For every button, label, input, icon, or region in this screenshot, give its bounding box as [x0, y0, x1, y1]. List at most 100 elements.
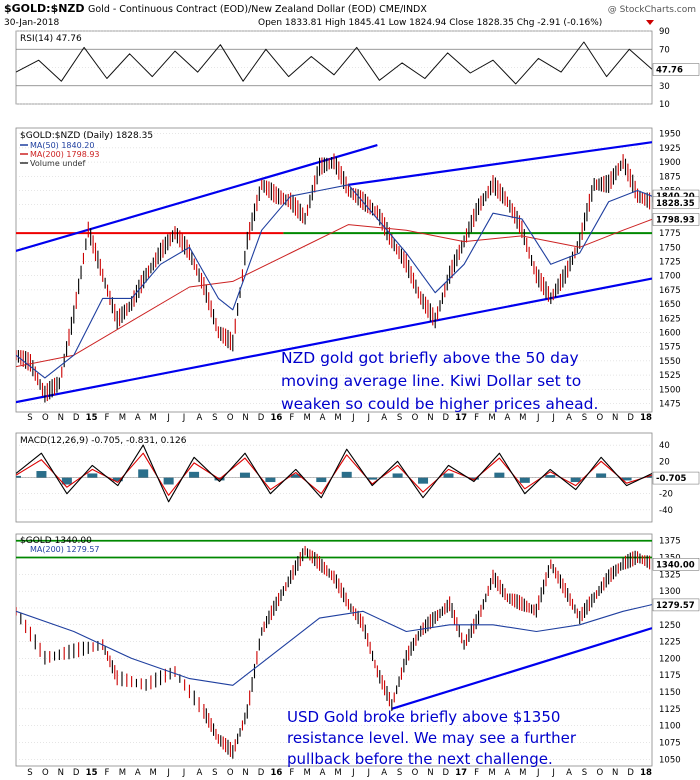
- x-tick-label: 17: [455, 413, 467, 423]
- x-tick-label: M: [150, 768, 157, 778]
- y-tick-label: 1925: [659, 144, 681, 154]
- macd-histogram-bar: [16, 475, 21, 478]
- annotation-text-gold: resistance level. We may see a further: [287, 729, 577, 747]
- x-tick-label: A: [381, 413, 387, 423]
- annotation-text-gold: pullback before the next challenge.: [287, 750, 553, 768]
- annotation-text-nzd: weaken so could be higher prices ahead.: [281, 395, 598, 413]
- macd-histogram-bar: [596, 473, 607, 478]
- x-tick-label: M: [519, 413, 526, 423]
- gold-plot: [16, 539, 652, 759]
- x-tick-label: J: [536, 768, 540, 778]
- down-arrow-icon: [646, 20, 654, 25]
- macd-plot: [16, 444, 652, 503]
- legend-entry: Volume undef: [30, 159, 85, 168]
- price-label: 47.76: [652, 63, 700, 76]
- x-tick-label: A: [320, 768, 326, 778]
- x-tick-label: 16: [270, 413, 282, 423]
- x-tick-label: M: [304, 768, 311, 778]
- y-tick-label: 1500: [659, 385, 681, 395]
- y-tick-label: 1175: [659, 671, 681, 681]
- y-tick-label: 1650: [659, 300, 681, 310]
- x-tick-label: A: [566, 768, 572, 778]
- price-label-box: [652, 196, 700, 210]
- nzd-title: $GOLD:$NZD (Daily) 1828.35: [20, 131, 153, 141]
- macd-histogram-bar: [494, 472, 505, 478]
- x-tick-label: J: [536, 413, 540, 423]
- ma50-line: [16, 184, 652, 379]
- y-tick-label: 1900: [659, 158, 681, 168]
- x-tick-label: N: [612, 413, 618, 423]
- macd-histogram-bar: [519, 477, 530, 483]
- price-label-box: [652, 63, 700, 76]
- y-tick-label: 1750: [659, 243, 681, 253]
- panel-frame: [15, 127, 653, 413]
- x-tick-label: D: [443, 768, 450, 778]
- macd-title: MACD(12,26,9) -0.705, -0.831, 0.126: [20, 436, 187, 446]
- macd-histogram-bar: [341, 471, 352, 478]
- x-tick-label: D: [258, 413, 265, 423]
- rsi-line: [16, 41, 652, 85]
- x-tick-label: 15: [86, 768, 98, 778]
- x-tick-label: N: [242, 768, 248, 778]
- y-tick-label: 1575: [659, 343, 681, 353]
- price-label-text: 1340.00: [656, 560, 695, 570]
- macd-histogram-bar: [36, 471, 47, 478]
- x-tick-label: M: [488, 413, 495, 423]
- y-tick-label: 1625: [659, 314, 681, 324]
- price-label-text: 1828.35: [656, 199, 695, 209]
- x-tick-label: M: [334, 768, 341, 778]
- macd-histogram-bar: [316, 477, 327, 483]
- x-tick-label: A: [566, 413, 572, 423]
- y-tick-label: 1600: [659, 328, 681, 338]
- price-label: 1340.00: [652, 558, 700, 571]
- x-tick-label: A: [381, 768, 387, 778]
- macd-histogram-bar: [290, 474, 301, 478]
- y-tick-label: 1675: [659, 286, 681, 296]
- x-tick-label: S: [27, 768, 32, 778]
- y-tick-label: 70: [659, 45, 670, 55]
- macd-histogram-bar: [443, 473, 454, 478]
- header-description: Gold - Continuous Contract (EOD)/New Zea…: [88, 4, 427, 15]
- y-tick-label: 10: [659, 100, 670, 110]
- price-label: 1828.35: [652, 196, 700, 210]
- x-tick-label: S: [582, 413, 587, 423]
- x-tick-label: N: [58, 768, 64, 778]
- y-tick-label: 1325: [659, 570, 681, 580]
- x-tick-label: F: [289, 413, 294, 423]
- y-tick-label: 1725: [659, 257, 681, 267]
- x-tick-label: S: [27, 413, 32, 423]
- y-tick-label: -40: [659, 506, 673, 516]
- y-tick-label: 1375: [659, 537, 681, 547]
- gold-title: $GOLD 1340.00: [20, 536, 92, 546]
- header-date: 30-Jan-2018: [4, 18, 60, 28]
- x-tick-label: D: [73, 413, 80, 423]
- trendline: [16, 277, 652, 404]
- macd-histogram-bar: [647, 475, 652, 478]
- rsi-plot: [16, 41, 652, 87]
- macd-histogram-bar: [468, 477, 479, 480]
- x-tick-label: N: [427, 413, 433, 423]
- header-ohlc: Open 1833.81 High 1845.41 Low 1824.94 Cl…: [258, 18, 602, 28]
- x-tick-label: J: [551, 413, 555, 423]
- x-tick-label: A: [196, 768, 202, 778]
- y-tick-label: 1475: [659, 399, 681, 409]
- x-tick-label: J: [351, 768, 355, 778]
- x-tick-label: 18: [640, 768, 652, 778]
- x-tick-label: O: [596, 768, 603, 778]
- macd-histogram-bar: [621, 477, 632, 481]
- x-tick-label: A: [135, 413, 141, 423]
- x-tick-label: O: [412, 413, 419, 423]
- y-tick-label: 1300: [659, 587, 681, 597]
- macd-histogram-bar: [163, 477, 174, 485]
- trendline: [348, 141, 652, 186]
- x-tick-label: D: [627, 768, 634, 778]
- x-tick-label: J: [182, 768, 186, 778]
- header-symbol: $GOLD:$NZD: [4, 2, 85, 15]
- annotation-text-gold: USD Gold broke briefly above $1350: [287, 708, 560, 726]
- trendline: [16, 143, 378, 253]
- annotation-text-nzd: moving average line. Kiwi Dollar set to: [281, 372, 581, 390]
- x-tick-label: N: [427, 768, 433, 778]
- y-tick-label: -20: [659, 490, 673, 500]
- x-tick-label: F: [474, 768, 479, 778]
